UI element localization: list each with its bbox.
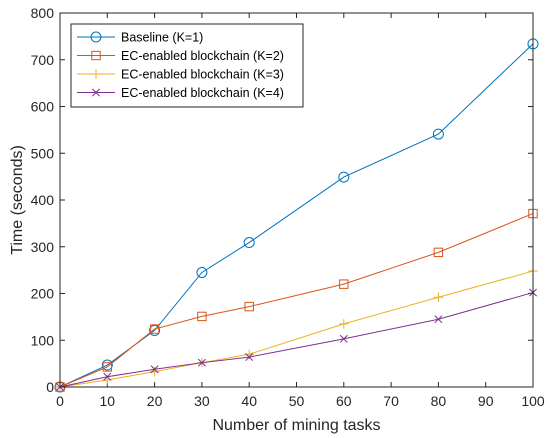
legend-item: EC-enabled blockchain (K=2): [77, 49, 284, 63]
y-tick-label: 0: [46, 379, 54, 395]
data-point: [243, 237, 255, 249]
data-point: [149, 324, 160, 334]
x-tick-label: 70: [383, 393, 399, 409]
y-tick-label: 700: [31, 52, 55, 68]
series-line: [59, 270, 534, 388]
legend-marker: [90, 31, 102, 43]
x-tick-label: 20: [147, 393, 163, 409]
y-tick-label: 500: [31, 145, 55, 161]
data-point: [433, 292, 444, 303]
data-point: [102, 362, 112, 372]
data-point: [101, 359, 113, 371]
data-point: [150, 365, 159, 374]
legend-label: EC-enabled blockchain (K=3): [121, 68, 284, 82]
legend-label: EC-enabled blockchain (K=4): [121, 86, 284, 100]
legend-box: [70, 23, 304, 108]
data-point: [339, 279, 349, 289]
y-axis-label: Time (seconds): [9, 145, 26, 255]
data-point: [339, 319, 349, 329]
legend-item: Baseline (K=1): [77, 31, 203, 45]
x-tick-label: 100: [521, 393, 545, 409]
x-tick-label: 60: [336, 393, 352, 409]
series-1: [54, 38, 539, 393]
y-tick-label: 800: [31, 5, 55, 21]
data-point: [196, 266, 208, 278]
data-point: [197, 311, 207, 322]
data-point: [197, 358, 206, 367]
data-point: [432, 128, 444, 140]
legend-marker: [91, 69, 101, 79]
x-tick-label: 90: [478, 393, 494, 409]
x-tick-label: 10: [100, 393, 116, 409]
legend-marker: [92, 88, 100, 97]
plot-frame: [59, 12, 534, 388]
data-point: [434, 315, 443, 324]
data-point: [338, 171, 350, 183]
data-point: [149, 366, 160, 377]
y-tick-label: 400: [31, 192, 55, 208]
x-tick-label: 30: [194, 393, 210, 409]
x-axis-label: Number of mining tasks: [212, 417, 380, 434]
data-point: [149, 324, 161, 336]
tick-labels: 0 10 20 30 40 50 60 70 80 90 100 0 100 200 300 400 500 60…: [31, 5, 545, 409]
y-tick-label: 300: [31, 239, 55, 255]
series-line: [59, 292, 534, 388]
x-tick-label: 50: [289, 393, 305, 409]
x-tick-label: 80: [431, 393, 447, 409]
series-4: [56, 288, 537, 391]
legend-item: EC-enabled blockchain (K=4): [77, 86, 284, 100]
data-point: [244, 301, 254, 312]
data-point: [245, 353, 254, 362]
data-point: [339, 334, 348, 343]
y-tick-label: 100: [31, 332, 55, 348]
y-tick-label: 200: [31, 286, 55, 302]
x-tick-label: 0: [56, 393, 64, 409]
legend: Baseline (K=1) EC-enabled blockchain (K=2…: [70, 23, 304, 108]
legend-label: EC-enabled blockchain (K=2): [121, 49, 284, 63]
legend-marker: [91, 50, 101, 61]
legend-label: Baseline (K=1): [121, 31, 203, 45]
legend-item: EC-enabled blockchain (K=3): [77, 68, 284, 82]
data-point: [433, 247, 444, 258]
data-point: [103, 372, 112, 381]
series-line: [59, 213, 534, 388]
series-line: [59, 43, 534, 388]
series-layer: [54, 38, 539, 393]
x-tick-label: 40: [241, 393, 257, 409]
y-tick-label: 600: [31, 99, 55, 115]
